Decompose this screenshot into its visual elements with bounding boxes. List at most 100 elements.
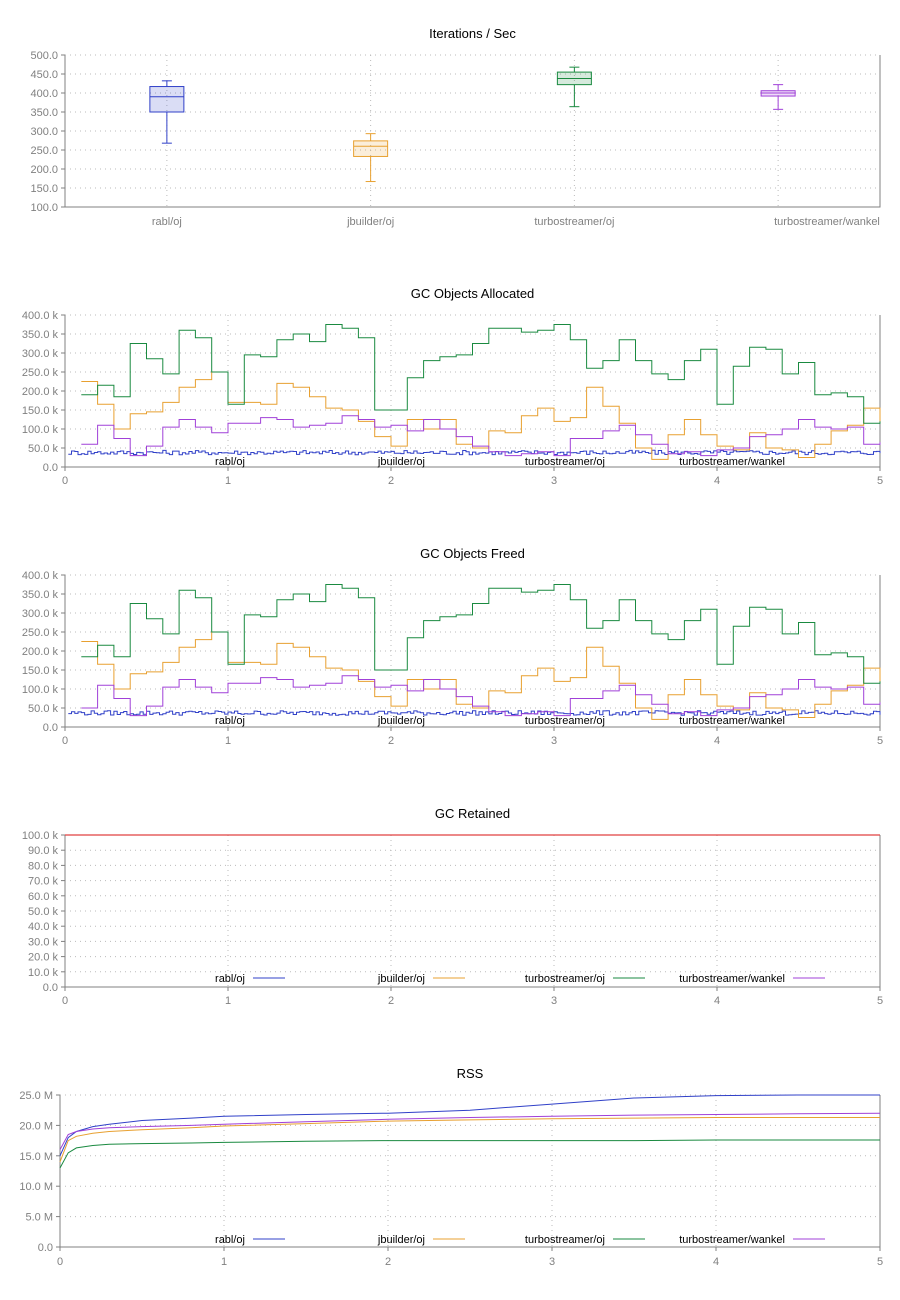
x-tick-label: 2	[385, 1256, 391, 1268]
legend: rabl/oj jbuilder/oj turbostreamer/oj turbos…	[215, 456, 785, 468]
x-tick-label: 3	[551, 475, 557, 487]
y-tick-label: 350.0 k	[22, 589, 59, 601]
series-line-rabl-oj	[59, 1094, 880, 1157]
box-turbostreamer-oj	[556, 66, 592, 108]
series-line-rabl-oj	[68, 710, 881, 716]
y-tick-label: 50.0 k	[28, 443, 58, 455]
legend: rabl/oj jbuilder/oj turbostreamer/oj turbos…	[215, 1234, 825, 1246]
legend-label-turbostreamer-wankel: turbostreamer/wankel	[679, 456, 785, 468]
legend-label-turbostreamer-oj: turbostreamer/oj	[525, 1234, 605, 1246]
chart-title: GC Objects Allocated	[411, 286, 535, 301]
y-tick-label: 70.0 k	[28, 876, 58, 888]
y-tick-label: 50.0 k	[28, 703, 58, 715]
y-tick-label: 150.0	[30, 183, 58, 195]
x-tick-label: 0	[57, 1256, 63, 1268]
series-line-turbostreamer-wankel	[81, 415, 881, 457]
x-tick-label: 0	[62, 475, 68, 487]
series-line-turbostreamer-oj	[59, 1139, 880, 1169]
x-tick-label: 5	[877, 1256, 883, 1268]
y-tick-label: 40.0 k	[28, 921, 58, 933]
x-tick-label: 1	[225, 995, 231, 1007]
x-tick-label: 0	[62, 995, 68, 1007]
x-tick-label: 5	[877, 735, 883, 747]
y-tick-label: 0.0	[43, 462, 58, 474]
chart-gc-objects-allocated: GC Objects Allocated 0.0 50.0 k 100.0 k 150.…	[22, 286, 883, 487]
legend-label-rabl-oj: rabl/oj	[215, 715, 245, 727]
chart-title: GC Retained	[435, 806, 510, 821]
legend-label-rabl-oj: rabl/oj	[215, 456, 245, 468]
box	[353, 140, 389, 157]
y-tick-label: 0.0	[43, 982, 58, 994]
legend-label-turbostreamer-oj: turbostreamer/oj	[525, 456, 605, 468]
chart-title: Iterations / Sec	[429, 26, 516, 41]
legend-label-jbuilder-oj: jbuilder/oj	[377, 1234, 425, 1246]
y-tick-label: 30.0 k	[28, 936, 58, 948]
legend-label-turbostreamer-oj: turbostreamer/oj	[525, 715, 605, 727]
y-tick-label: 300.0 k	[22, 348, 59, 360]
x-tick-label: 4	[714, 475, 720, 487]
legend-label-jbuilder-oj: jbuilder/oj	[377, 715, 425, 727]
legend-label-turbostreamer-wankel: turbostreamer/wankel	[679, 1234, 785, 1246]
y-tick-label: 20.0 k	[28, 952, 58, 964]
y-tick-label: 450.0	[30, 69, 58, 81]
x-tick-label: 2	[388, 475, 394, 487]
x-tick-label: turbostreamer/wankel	[774, 216, 880, 228]
x-tick-label: jbuilder/oj	[346, 216, 394, 228]
y-tick-label: 20.0 M	[19, 1120, 53, 1132]
y-tick-label: 200.0	[30, 164, 58, 176]
x-tick-label: 3	[549, 1256, 555, 1268]
y-tick-label: 10.0 k	[28, 967, 58, 979]
x-tick-label: 1	[225, 735, 231, 747]
y-tick-label: 60.0 k	[28, 891, 58, 903]
legend-label-rabl-oj: rabl/oj	[215, 973, 245, 985]
y-tick-label: 100.0 k	[22, 684, 59, 696]
y-tick-label: 200.0 k	[22, 646, 59, 658]
x-tick-label: 4	[714, 735, 720, 747]
y-tick-label: 15.0 M	[19, 1151, 53, 1163]
x-tick-label: 0	[62, 735, 68, 747]
series-line-turbostreamer-oj	[81, 324, 881, 424]
y-tick-label: 300.0 k	[22, 608, 59, 620]
x-tick-label: 5	[877, 995, 883, 1007]
axis-frame	[59, 1095, 881, 1248]
y-tick-label: 5.0 M	[25, 1212, 53, 1224]
x-tick-label: 5	[877, 475, 883, 487]
y-tick-label: 300.0	[30, 126, 58, 138]
y-tick-label: 350.0	[30, 107, 58, 119]
y-tick-label: 400.0 k	[22, 310, 59, 322]
y-tick-label: 50.0 k	[28, 906, 58, 918]
y-tick-label: 10.0 M	[19, 1181, 53, 1193]
chart-rss: RSS 0.0 5.0 M 10.0 M 15.0 M 20.0 M 25.0 M 0 1 2 3 4…	[19, 1066, 883, 1268]
y-tick-label: 100.0 k	[22, 830, 59, 842]
legend: rabl/oj jbuilder/oj turbostreamer/oj turbos…	[215, 715, 785, 727]
y-tick-label: 0.0	[43, 722, 58, 734]
legend-label-turbostreamer-oj: turbostreamer/oj	[525, 973, 605, 985]
x-tick-label: 3	[551, 735, 557, 747]
chart-title: RSS	[457, 1066, 484, 1081]
legend-label-jbuilder-oj: jbuilder/oj	[377, 973, 425, 985]
x-tick-label: 2	[388, 735, 394, 747]
chart-iterations-sec: Iterations / Sec 100.0 150.0 200.0 250.0 300.…	[30, 26, 881, 228]
axis-frame	[64, 835, 881, 988]
y-tick-label: 100.0 k	[22, 424, 59, 436]
x-tick-label: 1	[225, 475, 231, 487]
chart-title: GC Objects Freed	[420, 546, 525, 561]
legend-label-rabl-oj: rabl/oj	[215, 1234, 245, 1246]
axis-frame	[64, 55, 881, 208]
y-tick-label: 500.0	[30, 50, 58, 62]
y-tick-label: 150.0 k	[22, 665, 59, 677]
box-jbuilder-oj	[353, 133, 389, 183]
y-tick-label: 80.0 k	[28, 860, 58, 872]
y-tick-label: 200.0 k	[22, 386, 59, 398]
y-tick-label: 150.0 k	[22, 405, 59, 417]
y-tick-label: 250.0 k	[22, 627, 59, 639]
legend-label-jbuilder-oj: jbuilder/oj	[377, 456, 425, 468]
y-tick-label: 250.0	[30, 145, 58, 157]
series-line-rabl-oj	[68, 449, 881, 456]
box-turbostreamer-wankel	[760, 84, 796, 110]
series-line-turbostreamer-wankel	[59, 1112, 881, 1150]
box-rabl-oj	[149, 80, 185, 144]
y-tick-label: 400.0	[30, 88, 58, 100]
